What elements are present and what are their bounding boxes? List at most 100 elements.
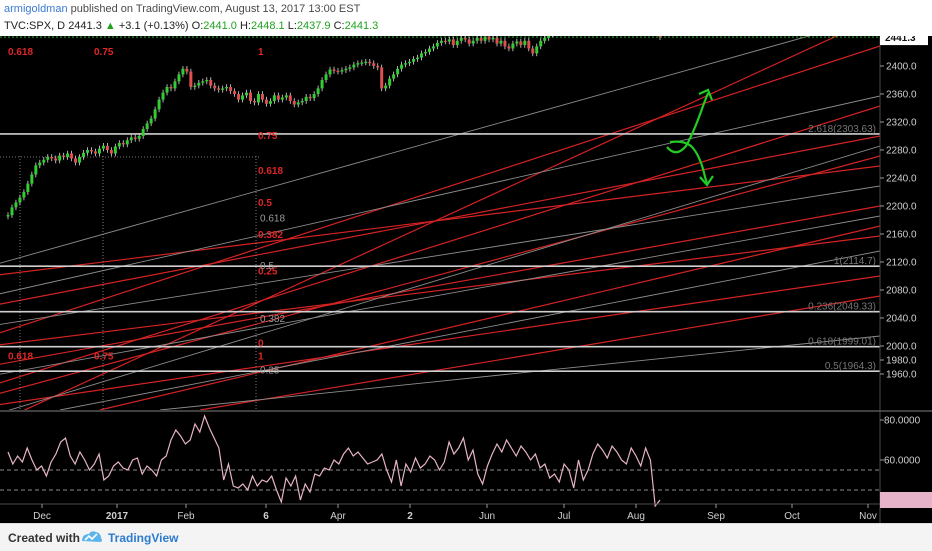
candle-body bbox=[197, 82, 201, 86]
candle-body bbox=[300, 101, 304, 103]
price-tick-label: 2360.0 bbox=[886, 90, 917, 101]
candle-body bbox=[360, 62, 364, 64]
close-label: C: bbox=[333, 20, 345, 32]
candle-body bbox=[503, 40, 507, 47]
candle-body bbox=[523, 40, 527, 45]
candle-body bbox=[475, 38, 479, 41]
candle-body bbox=[105, 145, 109, 150]
candle-body bbox=[189, 71, 193, 87]
candle-body bbox=[340, 70, 344, 72]
fib-label-red: 0 bbox=[258, 339, 264, 350]
candle-body bbox=[368, 61, 372, 64]
candle-body bbox=[467, 39, 471, 44]
open-label: O: bbox=[191, 20, 204, 32]
candle-body bbox=[332, 69, 336, 71]
candle-body bbox=[18, 197, 22, 203]
fib-label-gray: 0.618 bbox=[260, 213, 285, 224]
candle-body bbox=[348, 67, 352, 69]
fib-label-red: 0.75 bbox=[258, 131, 278, 142]
fan-line-red bbox=[0, 205, 880, 365]
candle-body bbox=[284, 95, 288, 98]
candle-body bbox=[511, 43, 515, 49]
candle-body bbox=[101, 145, 105, 149]
price-tick-label: 2160.0 bbox=[886, 230, 917, 241]
time-tick-label: 2 bbox=[407, 511, 413, 522]
arrow-down-path bbox=[669, 140, 709, 184]
low-value: 2437.9 bbox=[296, 20, 331, 32]
candle-body bbox=[141, 129, 145, 136]
candle-body bbox=[10, 207, 14, 216]
candle-body bbox=[169, 87, 173, 89]
tradingview-logo-icon[interactable] bbox=[80, 529, 104, 545]
candle-body bbox=[34, 165, 38, 175]
fib-label-red: 1 bbox=[258, 47, 264, 58]
candle-body bbox=[451, 39, 455, 45]
candle-body bbox=[507, 46, 511, 49]
candle-body bbox=[86, 150, 90, 153]
current-price-text: 2441.3 bbox=[885, 36, 916, 44]
candle-body bbox=[121, 143, 125, 145]
candle-body bbox=[268, 101, 272, 104]
candlestick-series bbox=[6, 36, 662, 220]
rsi-tick-label: 80.0000 bbox=[884, 416, 921, 427]
fan-line-red bbox=[0, 45, 880, 334]
candle-body bbox=[388, 78, 392, 86]
fib-horizontal-levels: 2.618(2608.21)2.618(2303.63)1(2114.7)0.2… bbox=[0, 36, 880, 372]
fib-label-red: 0.618 bbox=[258, 166, 283, 177]
fan-line-red bbox=[0, 165, 880, 276]
candle-body bbox=[328, 69, 332, 75]
candle-body bbox=[93, 151, 97, 154]
price-change: +3.1 (+0.13%) bbox=[118, 20, 189, 32]
fan-line-gray bbox=[0, 36, 811, 264]
price-tick-label: 2120.0 bbox=[886, 258, 917, 269]
arrow-up-head bbox=[698, 88, 714, 101]
candle-body bbox=[70, 153, 74, 159]
candle-body bbox=[408, 61, 412, 64]
author-link[interactable]: armigoldman bbox=[4, 3, 68, 15]
arrow-down-head bbox=[699, 175, 714, 187]
candle-body bbox=[324, 74, 328, 80]
fib-level-label: 0.236(2049.33) bbox=[808, 302, 876, 313]
candle-body bbox=[177, 74, 181, 82]
candle-body bbox=[26, 183, 30, 192]
symbol-label: TVC:SPX, D bbox=[4, 20, 66, 32]
candle-body bbox=[205, 80, 209, 82]
candle-body bbox=[153, 109, 157, 119]
fan-line-gray bbox=[0, 95, 880, 295]
candle-body bbox=[352, 64, 356, 68]
candle-body bbox=[161, 92, 165, 100]
time-tick-label: Jun bbox=[479, 511, 495, 522]
candle-body bbox=[404, 63, 408, 65]
fib-level-label: 1(2114.7) bbox=[834, 256, 876, 267]
created-with-text: Created with bbox=[8, 531, 81, 545]
candle-body bbox=[201, 81, 205, 83]
fib-label-red: 0.618 bbox=[8, 47, 33, 58]
candle-body bbox=[380, 67, 384, 89]
candle-body bbox=[157, 99, 161, 110]
candle-body bbox=[137, 136, 141, 139]
price-tick-label: 2280.0 bbox=[886, 146, 917, 157]
candle-body bbox=[54, 158, 58, 161]
fib-label-red: 0.75 bbox=[94, 47, 114, 58]
fan-line-red bbox=[99, 225, 880, 410]
candle-body bbox=[439, 40, 443, 43]
fan-line-red bbox=[199, 295, 880, 410]
candle-body bbox=[344, 68, 348, 71]
candle-body bbox=[245, 92, 249, 96]
candle-body bbox=[249, 92, 253, 101]
fib-label-gray: 0.25 bbox=[260, 365, 280, 376]
candle-body bbox=[133, 137, 137, 139]
time-tick-label: Oct bbox=[784, 511, 800, 522]
time-axis[interactable]: Dec 2017 Feb 6 Apr 2 Jun Jul Aug Sep Oct Nov bbox=[0, 503, 880, 522]
price-tick-label: 2320.0 bbox=[886, 118, 917, 129]
price-axis[interactable]: 1960.0 1980.0 2000.0 2040.0 2080.0 2120.0 2160… bbox=[879, 36, 928, 523]
candle-body bbox=[463, 38, 467, 40]
candle-body bbox=[547, 36, 551, 38]
price-chart[interactable]: 2.618(2608.21)2.618(2303.63)1(2114.7)0.2… bbox=[0, 36, 932, 523]
candle-body bbox=[213, 85, 217, 89]
candle-body bbox=[193, 85, 197, 87]
close-value: 2441.3 bbox=[344, 20, 379, 32]
candle-body bbox=[527, 40, 531, 49]
tradingview-brand[interactable]: TradingView bbox=[108, 531, 179, 545]
